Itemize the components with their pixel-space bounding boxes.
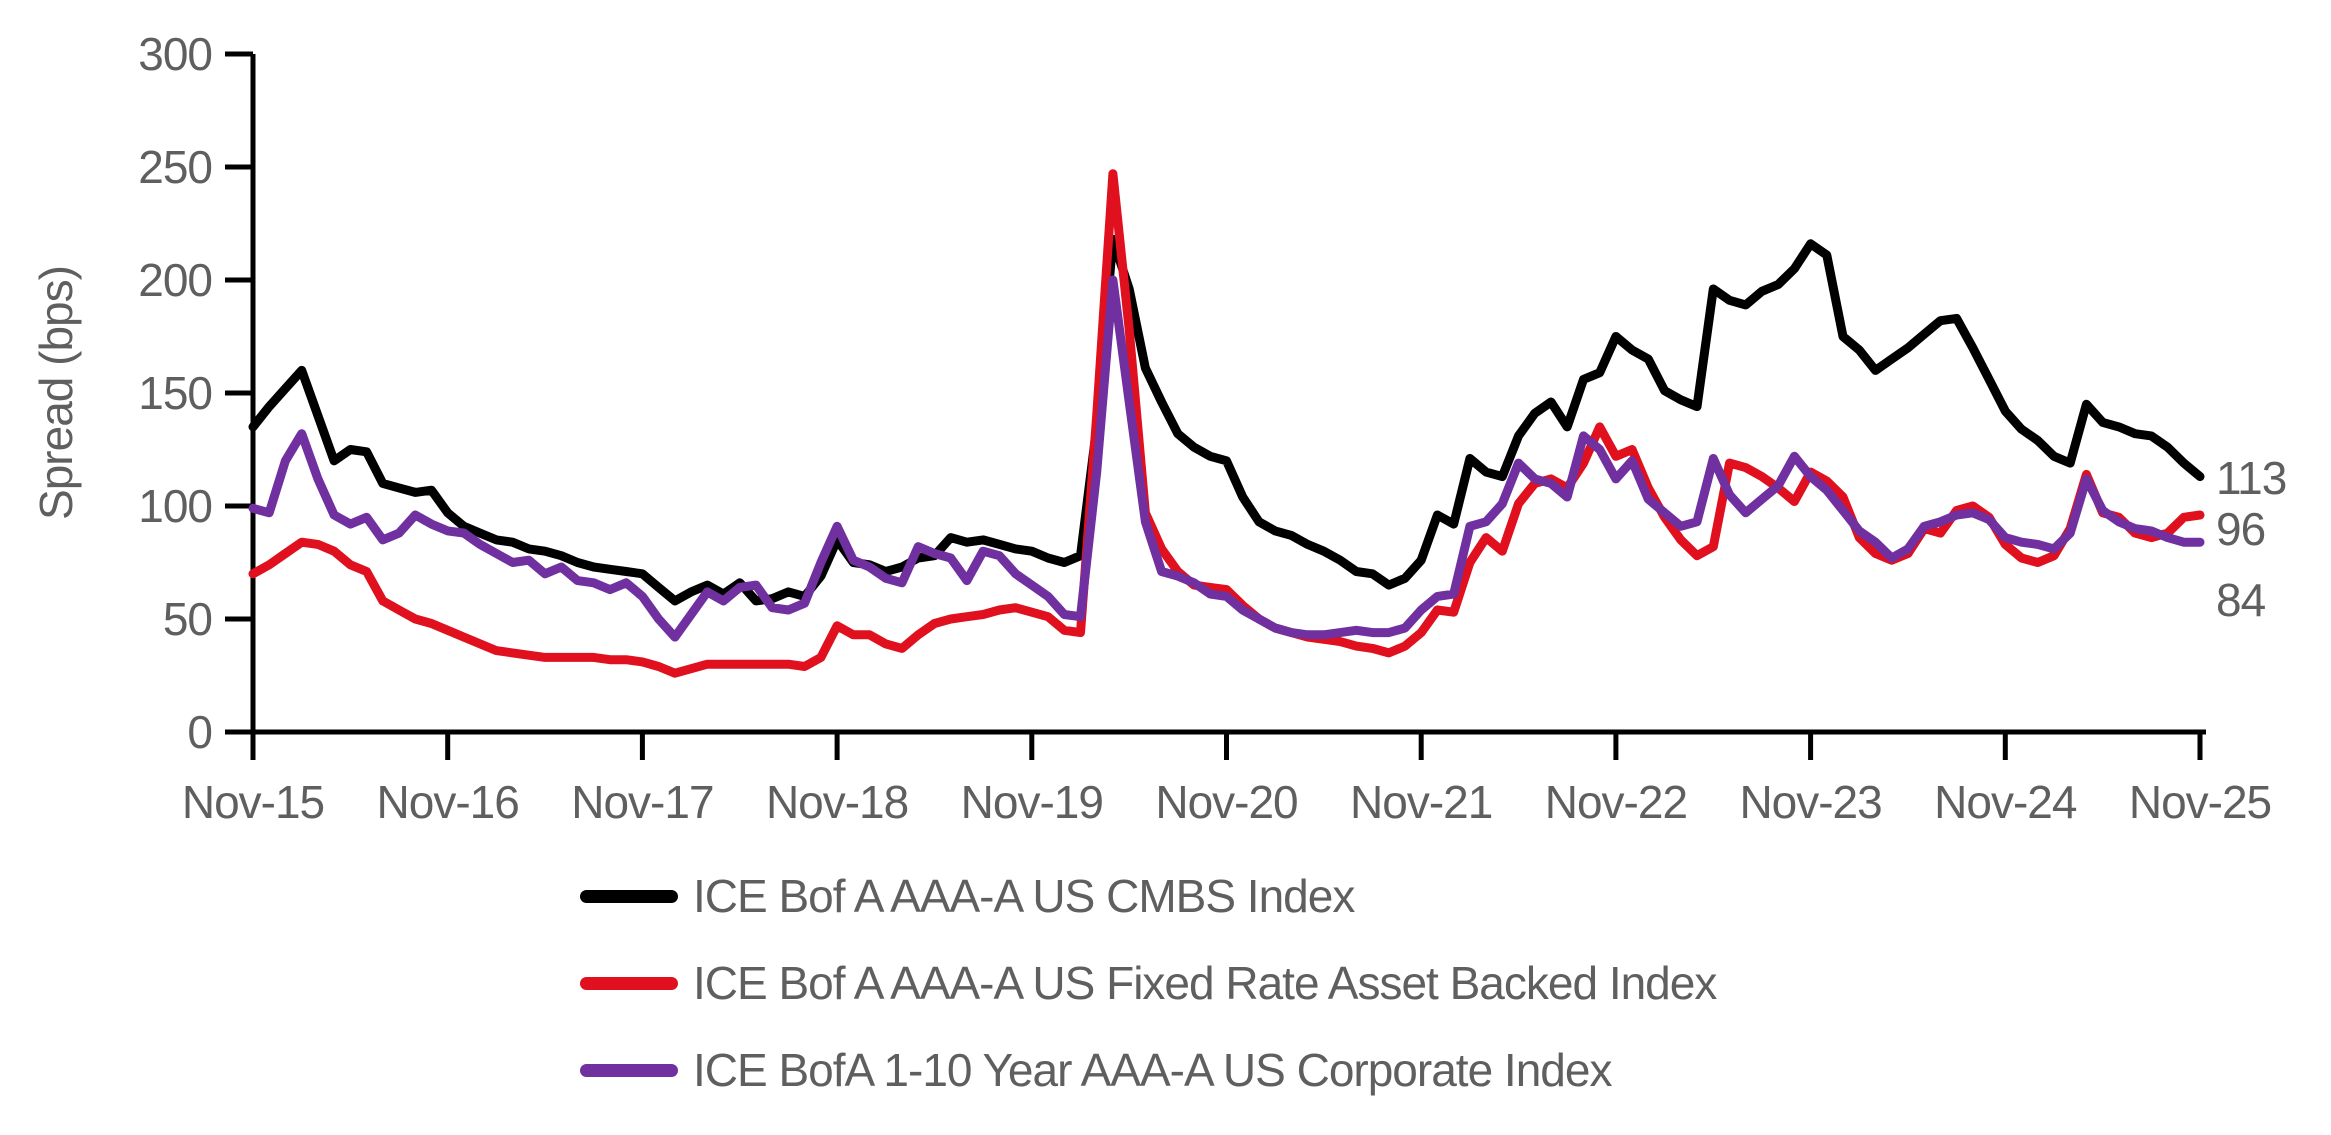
y-tick-label: 150 bbox=[138, 367, 212, 419]
x-tick-label: Nov-17 bbox=[571, 776, 713, 828]
corporate-line-swatch-icon bbox=[580, 1063, 678, 1077]
end-label-2: 84 bbox=[2216, 574, 2266, 626]
x-tick-label: Nov-18 bbox=[766, 776, 908, 828]
series-line-0 bbox=[248, 234, 2205, 606]
end-label-0: 113 bbox=[2216, 452, 2286, 504]
y-tick-label: 300 bbox=[138, 28, 212, 80]
end-label-1: 96 bbox=[2216, 503, 2265, 555]
legend-label-abs: ICE Bof A AAA-A US Fixed Rate Asset Back… bbox=[693, 957, 1717, 1009]
legend-item-corporate: ICE BofA 1-10 Year AAA-A US Corporate In… bbox=[580, 1040, 1716, 1100]
x-tick-label: Nov-22 bbox=[1545, 776, 1687, 828]
y-tick-label: 250 bbox=[138, 141, 212, 193]
series-layer bbox=[248, 169, 2205, 678]
legend-label-corporate: ICE BofA 1-10 Year AAA-A US Corporate In… bbox=[693, 1044, 1612, 1096]
x-tick-label: Nov-23 bbox=[1739, 776, 1881, 828]
cmbs-line-swatch-icon bbox=[580, 889, 678, 903]
y-tick-label: 200 bbox=[138, 254, 212, 306]
y-tick-label: 100 bbox=[138, 480, 212, 532]
chart-legend: ICE Bof A AAA-A US CMBS Index ICE Bof A … bbox=[580, 866, 1717, 1100]
y-tick-label: 50 bbox=[163, 593, 212, 645]
x-tick-label: Nov-21 bbox=[1350, 776, 1492, 828]
legend-label-cmbs: ICE Bof A AAA-A US CMBS Index bbox=[693, 870, 1355, 922]
legend-item-abs: ICE Bof A AAA-A US Fixed Rate Asset Back… bbox=[580, 953, 1717, 1013]
x-tick-label: Nov-19 bbox=[961, 776, 1103, 828]
series-line-1 bbox=[248, 169, 2205, 678]
abs-line-swatch-icon bbox=[580, 976, 678, 990]
x-tick-label: Nov-25 bbox=[2129, 776, 2271, 828]
series-line-2 bbox=[248, 275, 2205, 642]
y-axis-title: Spread (bps) bbox=[30, 266, 82, 520]
x-tick-label: Nov-16 bbox=[377, 776, 519, 828]
x-tick-label: Nov-15 bbox=[182, 776, 324, 828]
x-tick-label: Nov-24 bbox=[1934, 776, 2077, 828]
y-tick-label: 0 bbox=[187, 706, 212, 758]
legend-item-cmbs: ICE Bof A AAA-A US CMBS Index bbox=[580, 866, 1716, 926]
x-tick-label: Nov-20 bbox=[1155, 776, 1297, 828]
axes-layer: 0 50 100 150 200 250 300 Nov-15 Nov-16 Nov-17 Nov-… bbox=[138, 28, 2272, 828]
